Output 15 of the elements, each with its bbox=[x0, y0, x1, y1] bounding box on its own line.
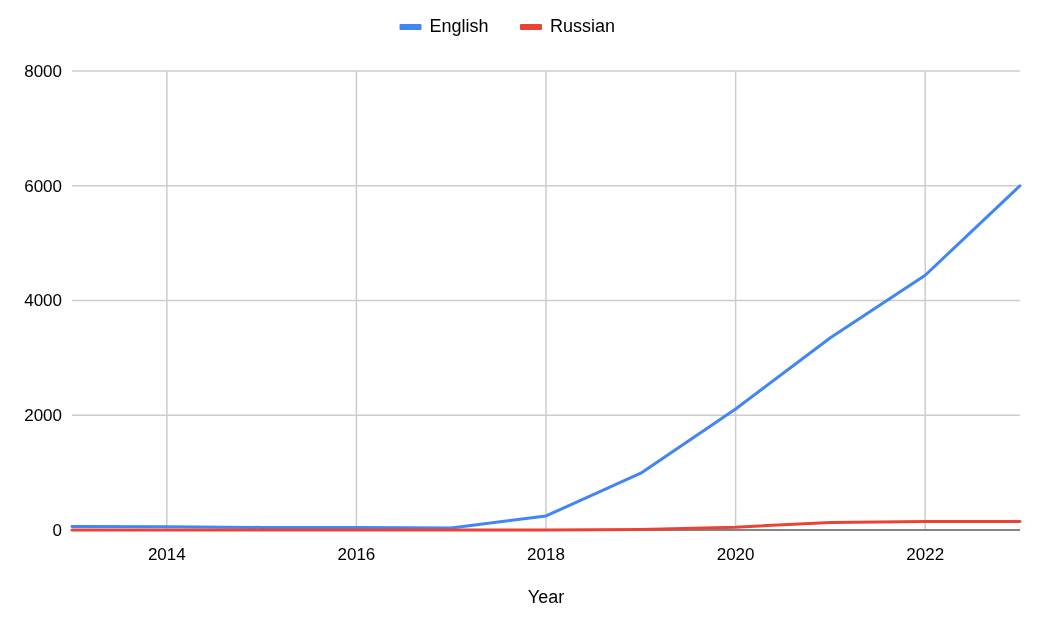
x-axis-title: Year bbox=[527, 587, 565, 607]
x-tick-label: 2016 bbox=[337, 545, 376, 564]
y-tick-label: 6000 bbox=[24, 176, 62, 196]
legend-label: Russian bbox=[550, 15, 616, 36]
y-tick-label: 2000 bbox=[24, 406, 62, 426]
line-series bbox=[70, 184, 1022, 530]
x-tick-label: 2020 bbox=[716, 545, 755, 564]
y-tick-label: 0 bbox=[52, 520, 62, 540]
legend-label: English bbox=[429, 15, 489, 36]
y-tick-label: 8000 bbox=[24, 61, 62, 81]
x-tick-label: 2022 bbox=[906, 545, 945, 564]
line-series bbox=[70, 519, 1022, 532]
y-tick-label: 4000 bbox=[24, 291, 62, 311]
x-tick-label: 2018 bbox=[527, 545, 565, 564]
x-tick-label: 2014 bbox=[147, 545, 186, 564]
